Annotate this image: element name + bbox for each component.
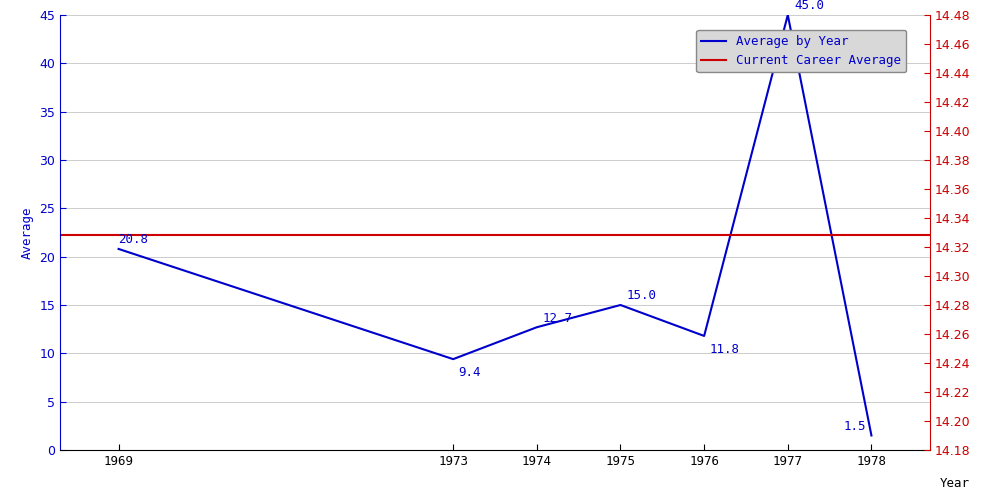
Text: Year: Year — [940, 477, 970, 490]
Average by Year — [782, 12, 794, 18]
Text: 1.5: 1.5 — [844, 420, 866, 433]
Text: 11.8: 11.8 — [710, 342, 740, 355]
Y-axis label: Average: Average — [21, 206, 34, 259]
Average by Year — [614, 302, 626, 308]
Text: 9.4: 9.4 — [459, 366, 481, 379]
Average by Year — [531, 324, 543, 330]
Text: 20.8: 20.8 — [119, 234, 149, 246]
Average by Year — [447, 356, 459, 362]
Legend: Average by Year, Current Career Average: Average by Year, Current Career Average — [696, 30, 906, 72]
Average by Year — [698, 333, 710, 339]
Average by Year — [865, 432, 877, 438]
Text: 15.0: 15.0 — [626, 290, 656, 302]
Text: 45.0: 45.0 — [795, 0, 825, 12]
Text: 12.7: 12.7 — [542, 312, 572, 324]
Line: Average by Year: Average by Year — [119, 15, 871, 436]
Average by Year — [113, 246, 125, 252]
